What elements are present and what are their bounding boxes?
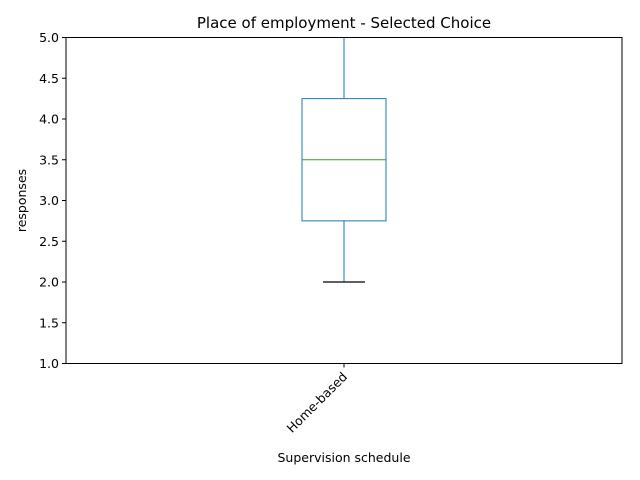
y-tick-label: 2.5 xyxy=(39,234,59,249)
y-tick-label: 4.5 xyxy=(39,71,59,86)
chart-title: Place of employment - Selected Choice xyxy=(197,14,491,32)
y-tick-label: 5.0 xyxy=(39,30,59,45)
x-axis-ticks: Home-based xyxy=(284,363,351,436)
x-tick-label: Home-based xyxy=(284,369,351,436)
y-axis-label: responses xyxy=(14,169,29,232)
box-group xyxy=(301,37,387,283)
y-tick-label: 4.0 xyxy=(39,112,59,127)
y-tick-label: 1.0 xyxy=(39,356,59,371)
y-tick-label: 1.5 xyxy=(39,315,59,330)
y-tick-label: 2.0 xyxy=(39,275,59,290)
y-tick-label: 3.0 xyxy=(39,193,59,208)
plot-frame xyxy=(65,37,623,364)
y-tick-label: 3.5 xyxy=(39,152,59,167)
y-axis-ticks: 1.0 1.5 2.0 2.5 3.0 3.5 4.0 4.5 5.0 xyxy=(39,30,66,371)
x-axis-label: Supervision schedule xyxy=(277,450,410,465)
